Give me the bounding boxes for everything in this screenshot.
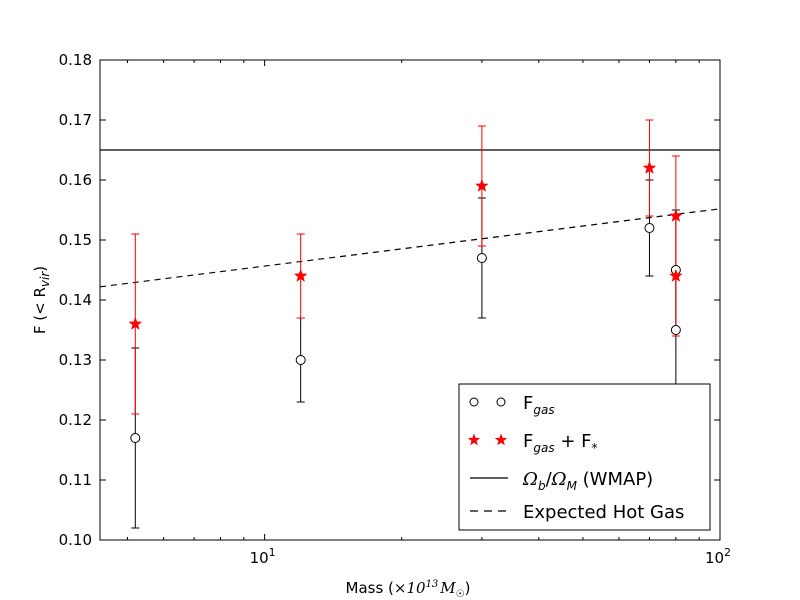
x-axis-label-prefix: Mass ( [346, 579, 394, 597]
fgas-fstar-point [293, 268, 308, 282]
x-axis-label-math: ×10 [394, 579, 426, 597]
legend-hot-gas-label: Expected Hot Gas [523, 502, 684, 523]
legend-box [458, 383, 711, 531]
y-tick-label: 0.18 [59, 51, 92, 69]
legend-fgas-label-main: F [523, 393, 533, 414]
legend-fgas-fstar-label-main: F [523, 431, 533, 452]
x-axis-label-unit: M [439, 579, 456, 597]
fgas-fstar-point [128, 316, 143, 330]
fgas-point [644, 223, 655, 233]
legend-fgas-fstar-label-sub2: * [591, 441, 597, 455]
x-axis-label-suffix: ) [465, 579, 471, 597]
legend-fgas-marker-left [469, 397, 479, 407]
legend-fgas-label: Fgas [523, 393, 555, 417]
fgas-fstar-point [669, 268, 683, 282]
fgas-point [476, 253, 487, 263]
x-tick-label-base: 10 [250, 549, 269, 567]
y-tick-label: 0.17 [59, 111, 92, 129]
x-tick-label-base: 10 [705, 549, 724, 567]
legend: Fgas Fgas + F* Ωb/ΩM (WMAP) Expected Hot… [458, 383, 711, 531]
fgas-point [295, 355, 306, 365]
x-axis-label-unit-sub: ☉ [456, 589, 465, 600]
y-axis-label: F (< Rvir) [31, 266, 52, 334]
y-tick-label: 0.15 [59, 231, 92, 249]
x-tick-label-exp: 1 [269, 546, 276, 559]
legend-wmap-omega-m: Ω [551, 469, 567, 490]
legend-entry-hot-gas: Expected Hot Gas [470, 502, 684, 523]
y-tick-label: 0.12 [59, 411, 92, 429]
x-tick-label: 102 [705, 546, 731, 567]
expected-hot-gas-line [99, 208, 721, 288]
legend-entry-fgas-fstar: Fgas + F* [467, 431, 597, 455]
y-tick-label: 0.11 [59, 471, 92, 489]
y-axis-label-prefix: F (< R [31, 287, 49, 334]
legend-fgas-marker-right [496, 397, 506, 407]
legend-wmap-slash: / [546, 469, 553, 490]
legend-fgas-fstar-label-mid: + F [555, 431, 592, 452]
y-tick-label: 0.10 [59, 531, 92, 549]
legend-wmap-omega-b: Ω [522, 469, 538, 490]
x-axis-ticks: 101 102 [127, 60, 731, 567]
y-axis-label-sub: vir [38, 271, 52, 287]
y-tick-label: 0.13 [59, 351, 92, 369]
legend-entry-fgas: Fgas [469, 393, 555, 417]
y-tick-label: 0.16 [59, 171, 92, 189]
fgas-fstar-point [669, 208, 683, 222]
x-tick-label-exp: 2 [724, 546, 731, 559]
legend-fgas-fstar-label-sub: gas [533, 441, 554, 455]
legend-wmap-label: Ωb/ΩM (WMAP) [522, 469, 653, 493]
y-axis-ticks: 0.10 0.11 0.12 0.13 0.14 0.15 0.16 0.17 0.18 [59, 51, 720, 549]
fgas-fstar-point [642, 160, 657, 174]
legend-wmap-tail: (WMAP) [577, 469, 653, 490]
legend-wmap-sub-b: b [538, 479, 546, 493]
y-axis-label-suffix: ) [31, 266, 49, 272]
x-axis-label: Mass (×1013 M☉) [346, 579, 471, 600]
fgas-point [130, 433, 141, 443]
legend-fgas-label-sub: gas [533, 403, 554, 417]
legend-fgas-fstar-marker-left [467, 433, 481, 446]
data-markers [128, 160, 683, 443]
x-axis-label-exp: 13 [426, 579, 439, 590]
x-tick-label: 101 [250, 546, 276, 567]
fgas-point [670, 325, 681, 335]
y-tick-label: 0.14 [59, 291, 92, 309]
legend-fgas-fstar-marker-right [494, 433, 508, 446]
reference-lines [99, 149, 721, 288]
legend-fgas-fstar-label: Fgas + F* [523, 431, 597, 455]
legend-entry-wmap: Ωb/ΩM (WMAP) [470, 469, 653, 493]
fgas-fstar-point [475, 178, 489, 192]
legend-wmap-sub-m: M [567, 479, 578, 493]
